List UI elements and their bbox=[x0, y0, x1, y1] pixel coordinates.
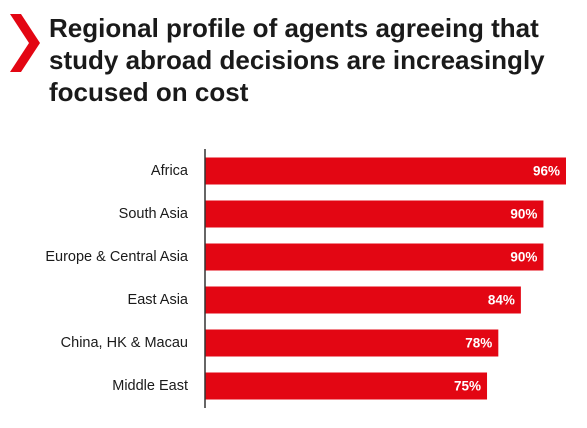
chart-title: Regional profile of agents agreeing that… bbox=[49, 12, 579, 108]
value-label: 90% bbox=[510, 250, 537, 265]
category-label: China, HK & Macau bbox=[61, 335, 188, 351]
chevron-right-icon bbox=[10, 14, 40, 72]
category-label: Africa bbox=[151, 163, 189, 179]
chart-title-line-3: focused on cost bbox=[49, 77, 249, 107]
bars-group bbox=[205, 157, 566, 400]
value-label: 75% bbox=[454, 379, 481, 394]
bar-2 bbox=[205, 243, 544, 271]
value-label: 78% bbox=[465, 336, 492, 351]
category-labels-group: Africa South Asia Europe & Central Asia Eas… bbox=[45, 163, 189, 394]
value-labels-group: 96% 90% 90% 84% 78% 75% bbox=[454, 164, 560, 394]
category-label: East Asia bbox=[128, 292, 189, 308]
chart-title-line-1: Regional profile of agents agreeing that bbox=[49, 13, 539, 43]
value-label: 90% bbox=[510, 207, 537, 222]
bar-3 bbox=[205, 286, 521, 314]
bar-5 bbox=[205, 372, 488, 400]
chart-title-line-2: study abroad decisions are increasingly bbox=[49, 45, 545, 75]
bar-0 bbox=[205, 157, 566, 185]
bar-1 bbox=[205, 200, 544, 228]
bar-4 bbox=[205, 329, 499, 357]
category-label: Middle East bbox=[112, 378, 188, 394]
category-label: Europe & Central Asia bbox=[45, 249, 189, 265]
category-label: South Asia bbox=[119, 206, 189, 222]
value-label: 96% bbox=[533, 164, 560, 179]
value-label: 84% bbox=[488, 293, 515, 308]
